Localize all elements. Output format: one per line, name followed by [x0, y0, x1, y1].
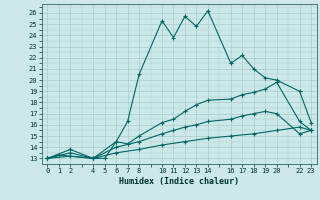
X-axis label: Humidex (Indice chaleur): Humidex (Indice chaleur) [119, 177, 239, 186]
